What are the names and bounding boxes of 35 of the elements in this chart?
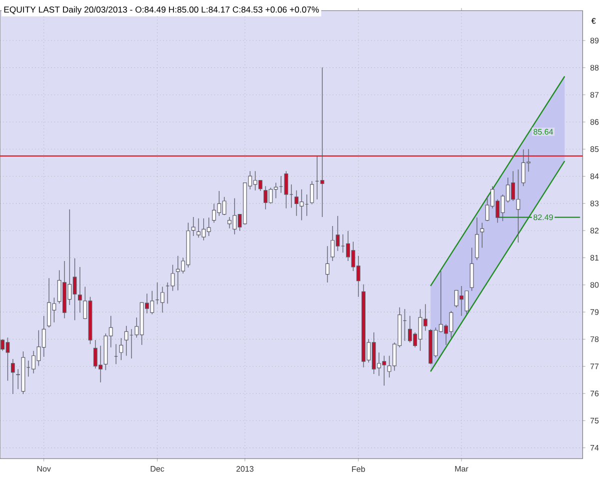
- candlestick: [10, 358, 15, 394]
- y-tick-label: 89: [590, 38, 599, 44]
- candlestick: [480, 222, 484, 248]
- candlestick: [78, 266, 82, 313]
- y-tick-label: 81: [590, 254, 599, 261]
- y-tick-label: 87: [590, 92, 599, 98]
- y-tick-label: 75: [590, 418, 599, 424]
- x-tick-label: Dec: [150, 466, 164, 472]
- y-tick-label: 77: [590, 364, 599, 370]
- candlestick: [470, 247, 474, 292]
- y-tick-label: 76: [590, 390, 599, 396]
- annotation: 85.64: [534, 128, 554, 135]
- y-tick-label: 88: [590, 64, 599, 71]
- y-tick-label: 80: [590, 282, 599, 288]
- y-axis-title: €: [591, 18, 596, 24]
- annotation: 82.49: [534, 214, 553, 220]
- y-tick-label: 84: [590, 173, 599, 180]
- x-tick-label: 2013: [236, 466, 254, 472]
- x-tick-label: Mar: [455, 466, 468, 472]
- candlestick: [119, 338, 124, 360]
- candlestick: [325, 246, 330, 283]
- y-tick-label: 74: [590, 445, 599, 451]
- x-tick-label: Feb: [352, 466, 365, 472]
- candlestick: [191, 216, 196, 236]
- candlestick: [310, 180, 314, 205]
- chart-title: EQUITY LAST Daily 20/03/2013 - O:84.49 H:85.00 L:84.17 C:84.53 +0.06 +0.07%: [4, 6, 319, 14]
- candlestick: [170, 264, 175, 292]
- x-tick-label: Nov: [37, 466, 51, 472]
- y-tick-label: 85: [590, 146, 599, 152]
- y-tick-label: 78: [590, 336, 599, 342]
- y-tick-label: 82: [590, 228, 599, 234]
- y-tick-label: 79: [590, 309, 599, 315]
- y-tick-label: 86: [590, 119, 599, 125]
- y-tick-label: 83: [590, 200, 599, 206]
- candlestick: [475, 217, 479, 261]
